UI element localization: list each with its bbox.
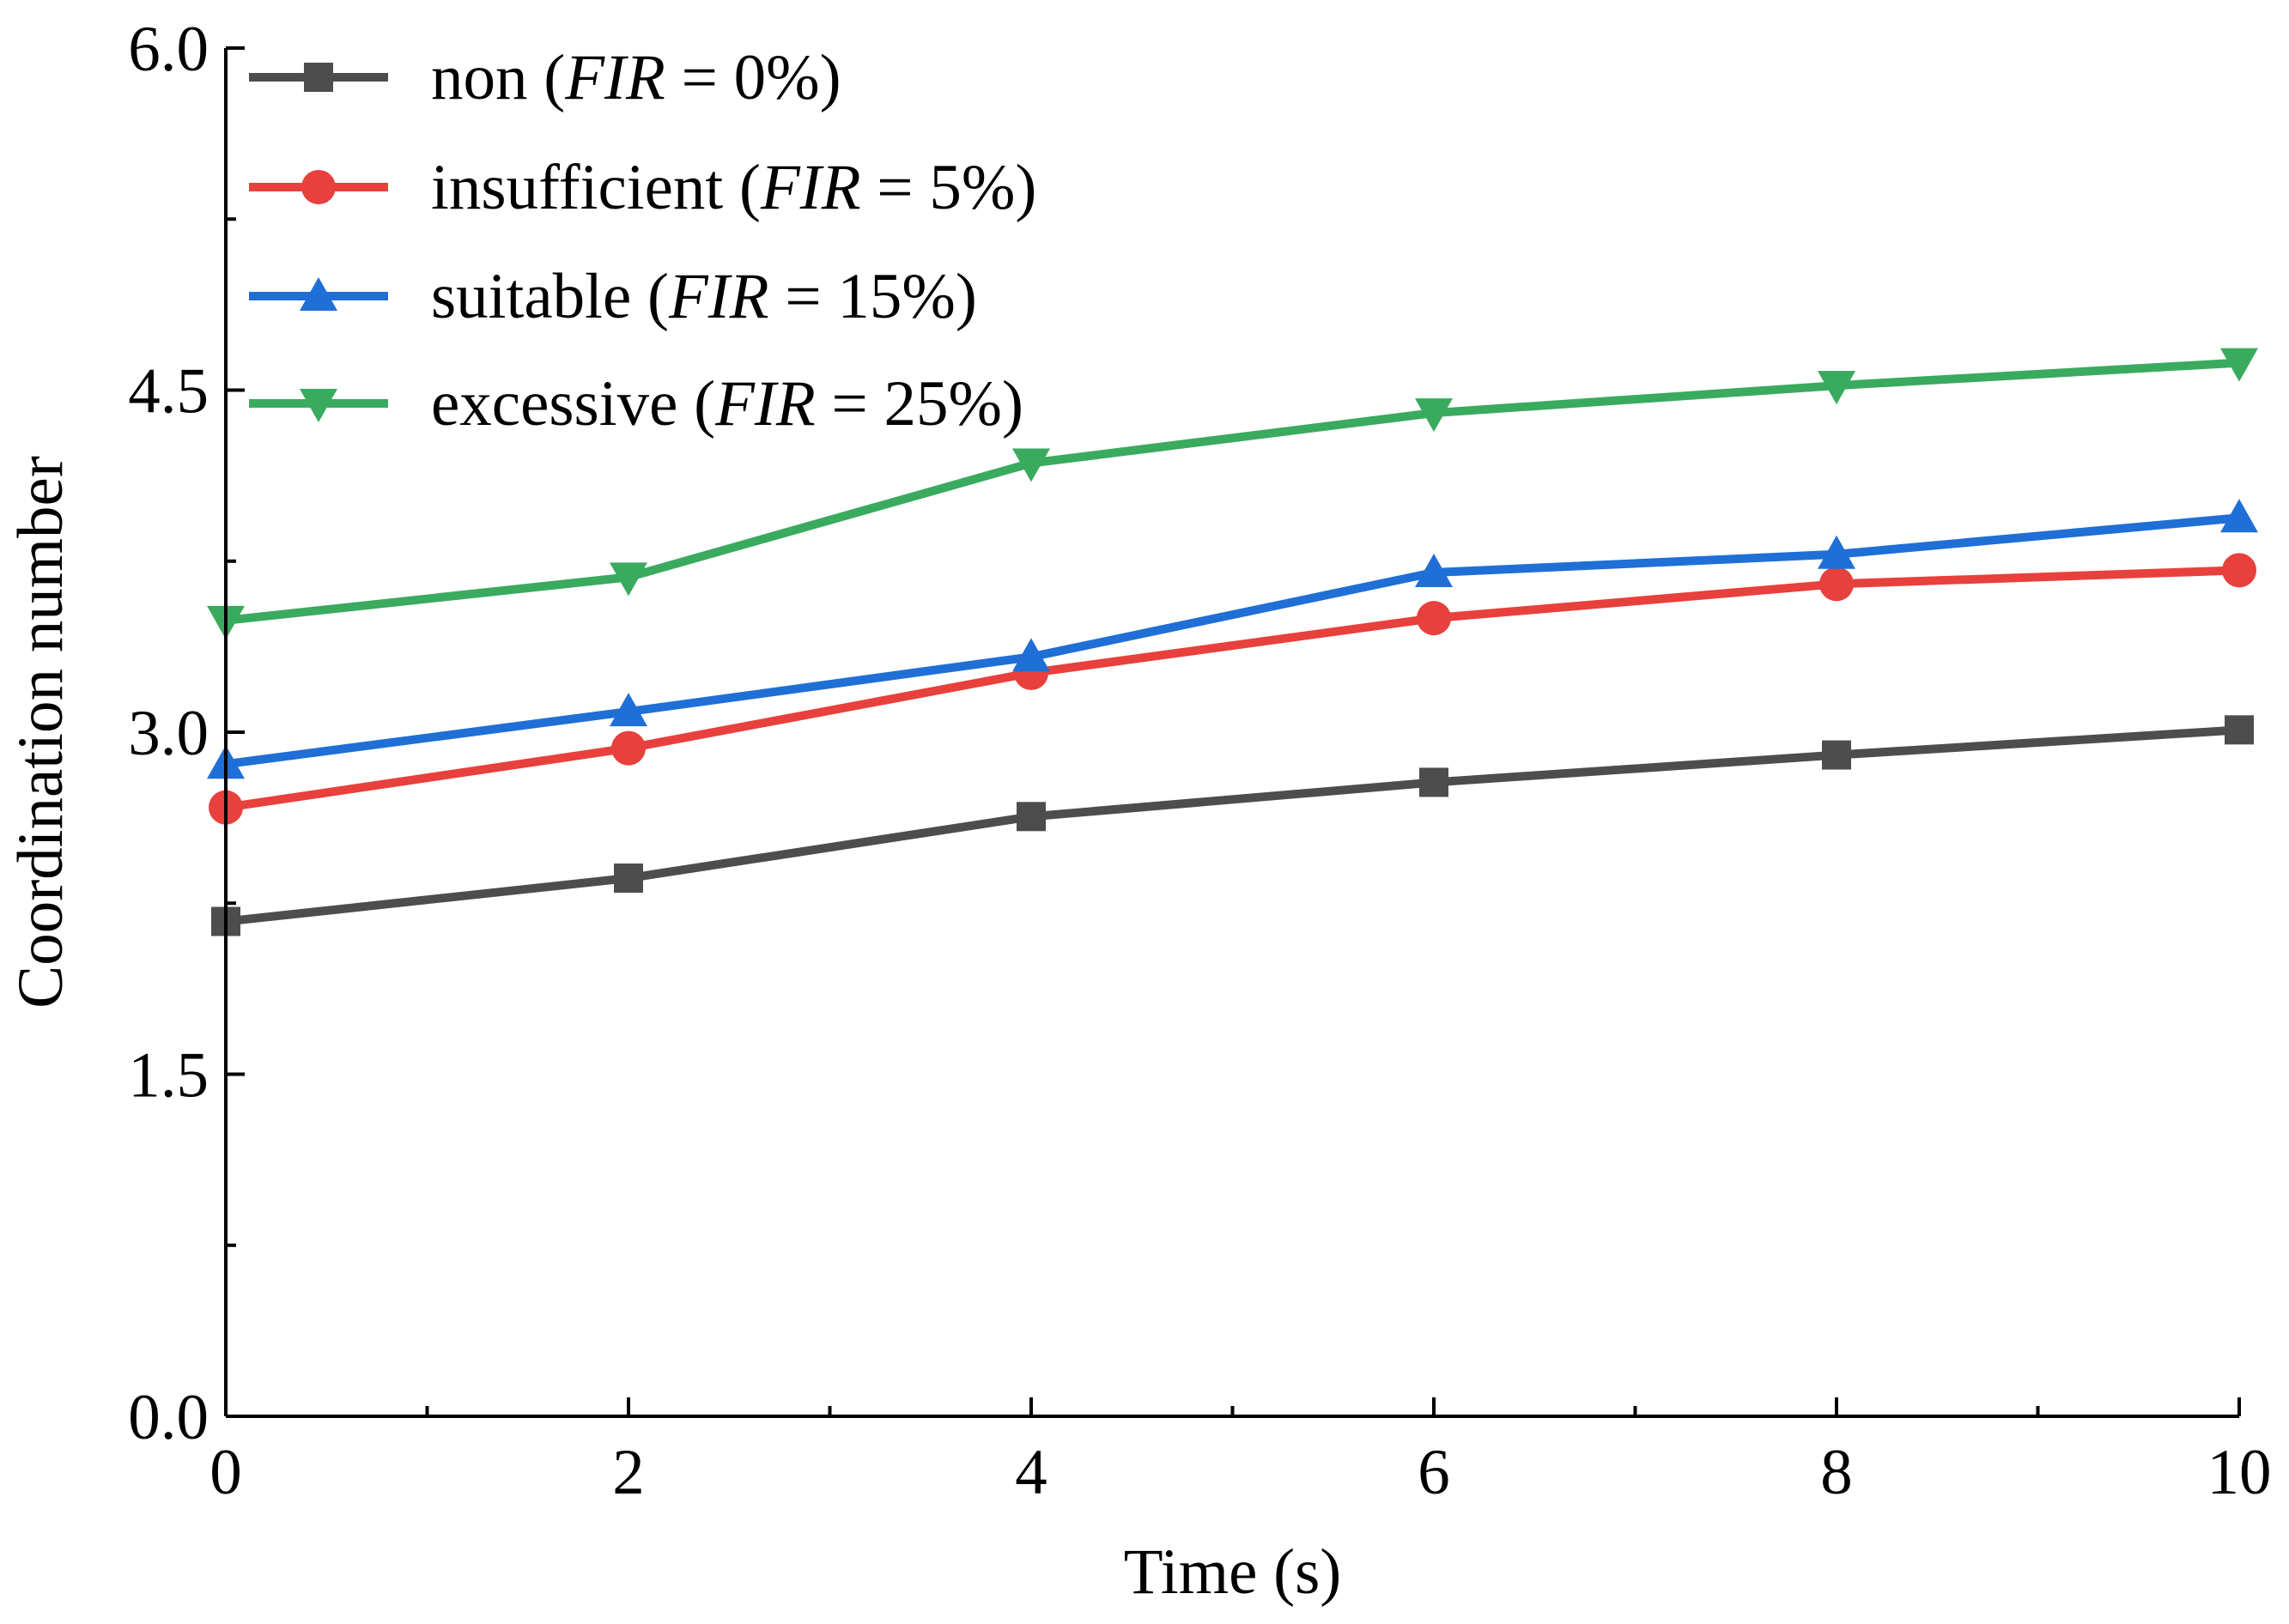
data-point-excessive-3 [1415,398,1453,433]
series-suitable [207,499,2258,779]
data-point-non-4 [1822,740,1851,770]
data-point-excessive-2 [1012,448,1050,482]
legend-label: excessive (FIR = 25%) [431,368,1023,439]
series-excessive [207,348,2258,639]
x-tick-label: 8 [1820,1437,1853,1508]
data-point-suitable-1 [610,693,647,727]
x-tick-label: 4 [1015,1437,1047,1508]
legend-marker [300,277,337,311]
data-point-excessive-5 [2220,348,2258,382]
data-point-insufficient-1 [611,730,646,766]
data-point-suitable-5 [2220,499,2258,533]
y-tick-label: 0.0 [128,1382,209,1453]
series-line-suitable [225,513,2240,769]
data-point-suitable-4 [1818,535,1855,569]
data-point-suitable-3 [1415,554,1453,588]
legend-label: non (FIR = 0%) [431,42,841,113]
legend-label: suitable (FIR = 15%) [431,261,977,332]
y-tick-label: 1.5 [128,1040,209,1112]
legend-label: insufficient (FIR = 5%) [431,152,1036,223]
data-point-insufficient-3 [1417,601,1451,636]
axes: 0 2 4 6 8 10 0.0 1.5 3.0 4.5 6.0 Time (s) Coordinati… [5,14,2272,1608]
data-point-insufficient-5 [2222,553,2256,588]
x-tick-label: 6 [1418,1437,1450,1508]
legend-marker [301,170,336,204]
legend-item-non: non (FIR = 0%) [249,42,841,113]
x-tick-label: 10 [2207,1437,2272,1508]
y-tick-label: 6.0 [128,14,209,85]
legend-item-suitable: suitable (FIR = 15%) [249,261,977,332]
series-line-insufficient [225,566,2240,812]
y-tick-label: 4.5 [128,356,209,427]
series-non [211,715,2254,936]
y-axis-title: Coordination number [5,456,76,1009]
data-point-excessive-1 [610,562,647,597]
data-point-excessive-4 [1818,371,1855,405]
series-line-non [225,725,2240,926]
legend-marker [304,63,333,92]
data-point-suitable-2 [1012,638,1050,672]
series-layer [207,348,2258,936]
x-tick-label: 0 [209,1437,242,1508]
legend-item-excessive: excessive (FIR = 25%) [249,368,1023,439]
legend: non (FIR = 0%) insufficient (FIR = 5%) sui… [249,42,1036,439]
series-line-excessive [225,358,2240,625]
data-point-non-3 [1419,767,1448,797]
legend-item-insufficient: insufficient (FIR = 5%) [249,152,1036,223]
y-tick-label: 3.0 [128,698,209,769]
x-tick-label: 2 [612,1437,645,1508]
data-point-non-2 [1017,802,1046,832]
data-point-non-1 [614,864,643,894]
data-point-non-5 [2225,715,2254,745]
data-point-insufficient-4 [1819,567,1854,602]
legend-marker [300,389,337,422]
x-axis-title: Time (s) [1124,1536,1342,1608]
